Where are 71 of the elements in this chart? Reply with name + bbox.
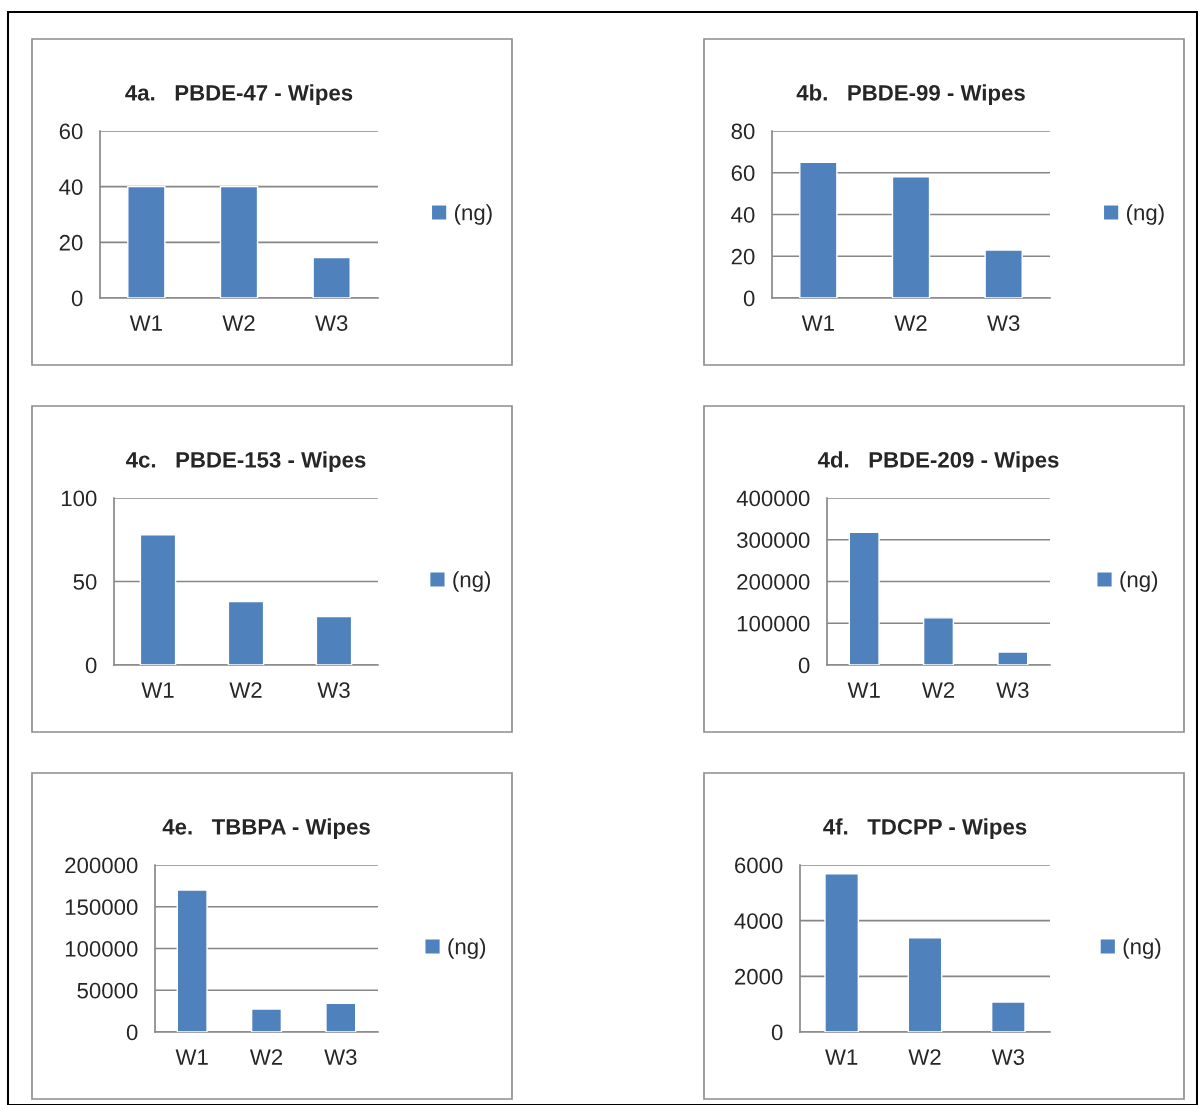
- bar: [799, 161, 838, 298]
- bar: [250, 1008, 283, 1032]
- y-tick-label: 100000: [737, 615, 810, 632]
- y-tick-label: 4000: [734, 913, 783, 929]
- bar: [176, 889, 208, 1032]
- legend-label: (ng): [454, 204, 492, 225]
- y-tick-label: 100: [61, 490, 97, 507]
- x-tick-label: W1: [141, 682, 174, 698]
- bar: [139, 534, 177, 665]
- x-tick-label: W3: [324, 1049, 357, 1065]
- legend-label: (ng): [1126, 204, 1164, 225]
- x-tick-label: W1: [825, 1049, 858, 1065]
- x-tick-label: W2: [229, 682, 262, 698]
- bar: [325, 1002, 357, 1032]
- x-tick-label: W1: [847, 682, 880, 698]
- legend-label: (ng): [1123, 938, 1161, 959]
- y-tick-label: 6000: [735, 857, 783, 874]
- bar: [922, 617, 955, 665]
- bar: [227, 600, 265, 665]
- y-tick-label: 0: [798, 657, 810, 674]
- y-tick-label: 100000: [65, 941, 138, 957]
- chart-title: 4d. PBDE-209 - Wipes: [817, 451, 1059, 473]
- legend-label: (ng): [1120, 571, 1158, 592]
- x-tick-label: W3: [987, 315, 1020, 331]
- x-tick-label: W3: [317, 682, 350, 698]
- x-tick-label: W3: [991, 1049, 1025, 1065]
- x-tick-label: W2: [222, 315, 255, 331]
- y-tick-label: 60: [731, 165, 755, 182]
- x-tick-label: W3: [996, 682, 1029, 698]
- y-tick-label: 80: [731, 123, 755, 140]
- bar: [824, 873, 860, 1032]
- legend-label: (ng): [453, 571, 491, 592]
- y-tick-label: 60: [59, 123, 83, 140]
- x-tick-label: W2: [249, 1049, 283, 1065]
- y-tick-label: 150000: [65, 899, 138, 916]
- bar: [997, 651, 1029, 665]
- chart-title: 4b. PBDE-99 - Wipes: [796, 84, 1025, 106]
- bar: [990, 1001, 1026, 1032]
- bar: [315, 615, 353, 665]
- y-tick-label: 2000: [735, 968, 783, 985]
- x-tick-label: W2: [908, 1049, 941, 1065]
- x-tick-label: W1: [801, 315, 834, 331]
- y-tick-label: 200000: [737, 574, 810, 590]
- x-tick-label: W3: [315, 315, 348, 331]
- x-tick-label: W2: [921, 682, 955, 698]
- y-tick-label: 50: [73, 574, 97, 590]
- y-tick-label: 0: [743, 290, 755, 307]
- y-tick-label: 0: [85, 657, 97, 674]
- y-tick-label: 40: [731, 207, 755, 223]
- bar: [848, 531, 880, 665]
- chart-title: 4e. TBBPA - Wipes: [162, 818, 370, 840]
- y-tick-label: 50000: [77, 982, 138, 999]
- chart-title: 4c. PBDE-153 - Wipes: [126, 451, 366, 473]
- bar: [907, 937, 943, 1032]
- x-tick-label: W1: [129, 315, 162, 331]
- x-tick-label: W2: [894, 315, 927, 331]
- x-tick-label: W1: [175, 1049, 208, 1065]
- bar: [984, 249, 1023, 298]
- y-tick-label: 20: [731, 248, 755, 265]
- y-tick-label: 200000: [65, 857, 138, 874]
- bar: [891, 176, 931, 298]
- y-tick-label: 0: [71, 290, 83, 307]
- y-tick-label: 400000: [736, 490, 810, 507]
- y-tick-label: 0: [126, 1024, 138, 1041]
- chart-title: 4a. PBDE-47 - Wipes: [125, 84, 353, 106]
- chart-title: 4f. TDCPP - Wipes: [823, 818, 1027, 840]
- y-tick-label: 20: [59, 234, 83, 251]
- legend-label: (ng): [448, 938, 486, 959]
- y-tick-label: 300000: [737, 532, 810, 549]
- y-tick-label: 0: [771, 1024, 783, 1041]
- y-tick-label: 40: [59, 179, 83, 195]
